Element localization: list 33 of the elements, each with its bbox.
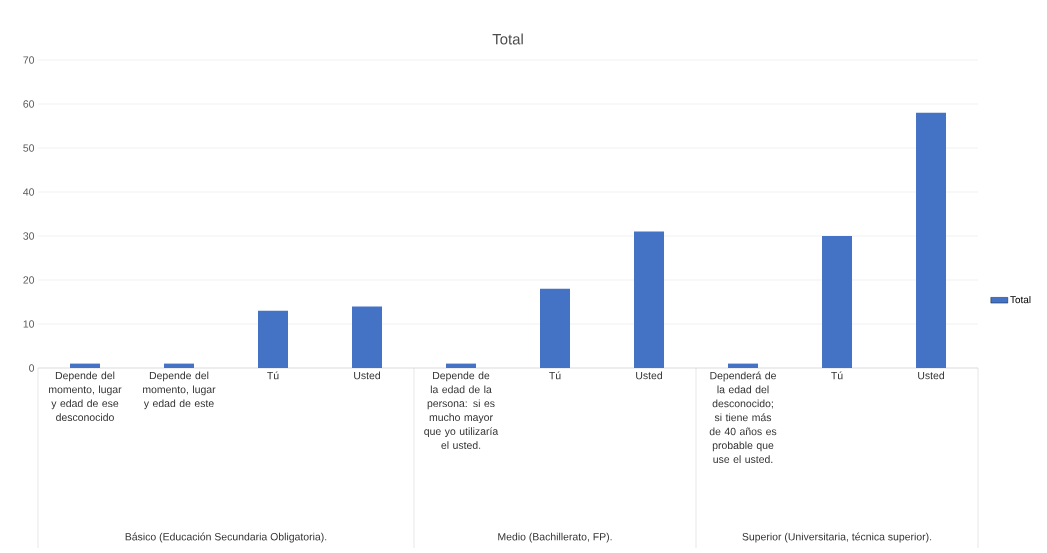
bar: [728, 363, 759, 368]
x-tick-label: Depende de la edad de la persona: si es mucho mayor que yo utilizaría el usted.: [424, 371, 499, 449]
x-tick-label: Usted: [918, 371, 944, 380]
bar: [164, 363, 194, 368]
bar: [446, 363, 477, 368]
y-tick-label: 0: [29, 364, 35, 372]
x-tick-label: Tú: [549, 371, 561, 380]
bar: [540, 288, 571, 368]
y-tick-label: 40: [23, 188, 35, 196]
x-tick-label: Tú: [267, 371, 279, 380]
y-tick-label: 30: [23, 232, 35, 240]
text: Superior (Universitaria, técnica superior).: [742, 532, 932, 543]
x-tick-label: Usted: [636, 371, 662, 380]
y-tick-label: 20: [23, 276, 35, 284]
text: Básico (Educación Secundaria Obligatoria).: [125, 532, 327, 543]
bar: [70, 363, 100, 368]
y-tick-label: 50: [23, 144, 35, 152]
bar: [352, 306, 382, 368]
y-tick-label: 70: [23, 56, 35, 64]
legend-label: Total: [1010, 295, 1031, 304]
y-tick-label: 60: [23, 100, 35, 108]
x-tick-label: Tú: [831, 371, 843, 380]
bar: [258, 310, 288, 368]
x-tick-label: Dependerá de la edad del desconocido; si tiene más de 40 años es probable que use el usted.: [709, 371, 777, 464]
bar: [822, 236, 853, 368]
bar: [634, 231, 665, 368]
chart-title: Total: [492, 33, 523, 45]
x-tick-label: Usted: [354, 371, 380, 380]
x-tick-label: Depende del momento, lugar y edad de este: [143, 371, 216, 410]
bar: [916, 112, 947, 368]
x-tick-label: Depende del momento, lugar y edad de ese desconocido: [49, 371, 122, 422]
text: Medio (Bachillerato, FP).: [498, 532, 612, 543]
y-tick-label: 10: [23, 320, 35, 328]
